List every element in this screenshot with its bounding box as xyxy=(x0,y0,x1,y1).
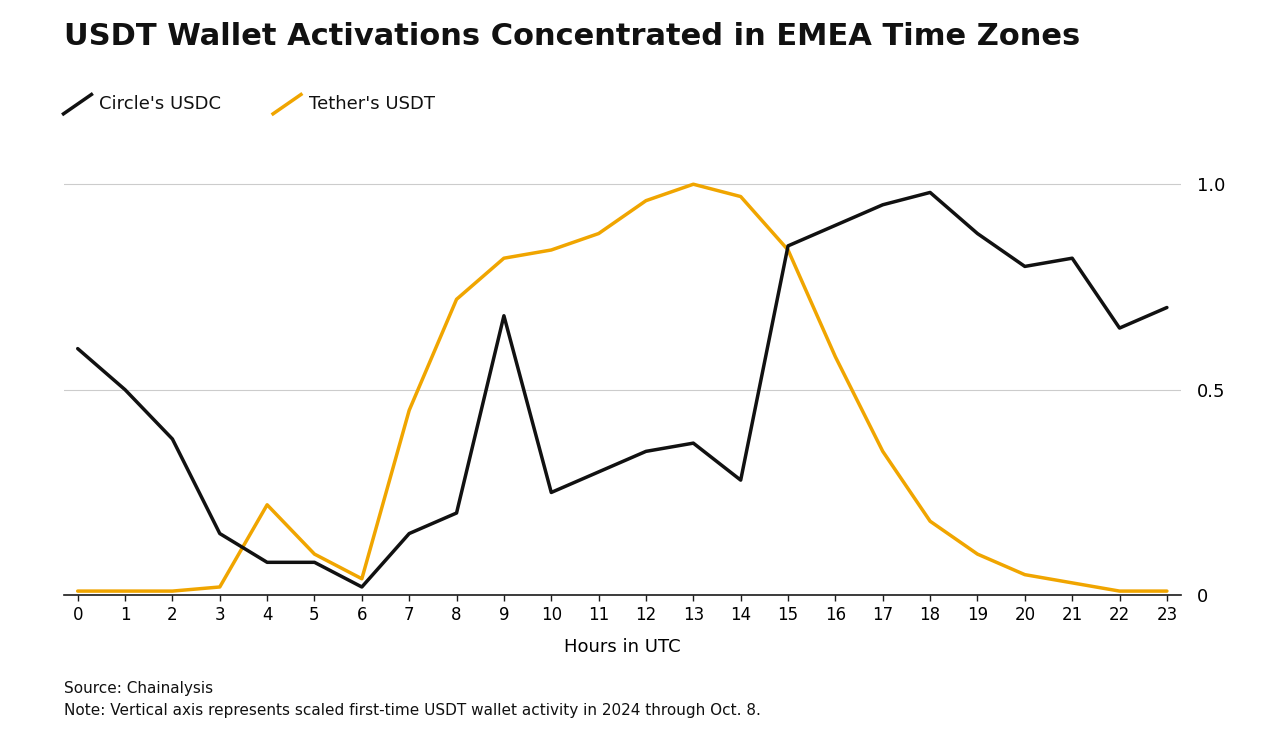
Text: Source: Chainalysis: Source: Chainalysis xyxy=(64,681,212,696)
Text: Circle's USDC: Circle's USDC xyxy=(99,95,221,113)
X-axis label: Hours in UTC: Hours in UTC xyxy=(564,638,681,655)
Text: Note: Vertical axis represents scaled first-time USDT wallet activity in 2024 th: Note: Vertical axis represents scaled fi… xyxy=(64,703,761,718)
Text: USDT Wallet Activations Concentrated in EMEA Time Zones: USDT Wallet Activations Concentrated in … xyxy=(64,22,1080,51)
Text: Tether's USDT: Tether's USDT xyxy=(309,95,434,113)
